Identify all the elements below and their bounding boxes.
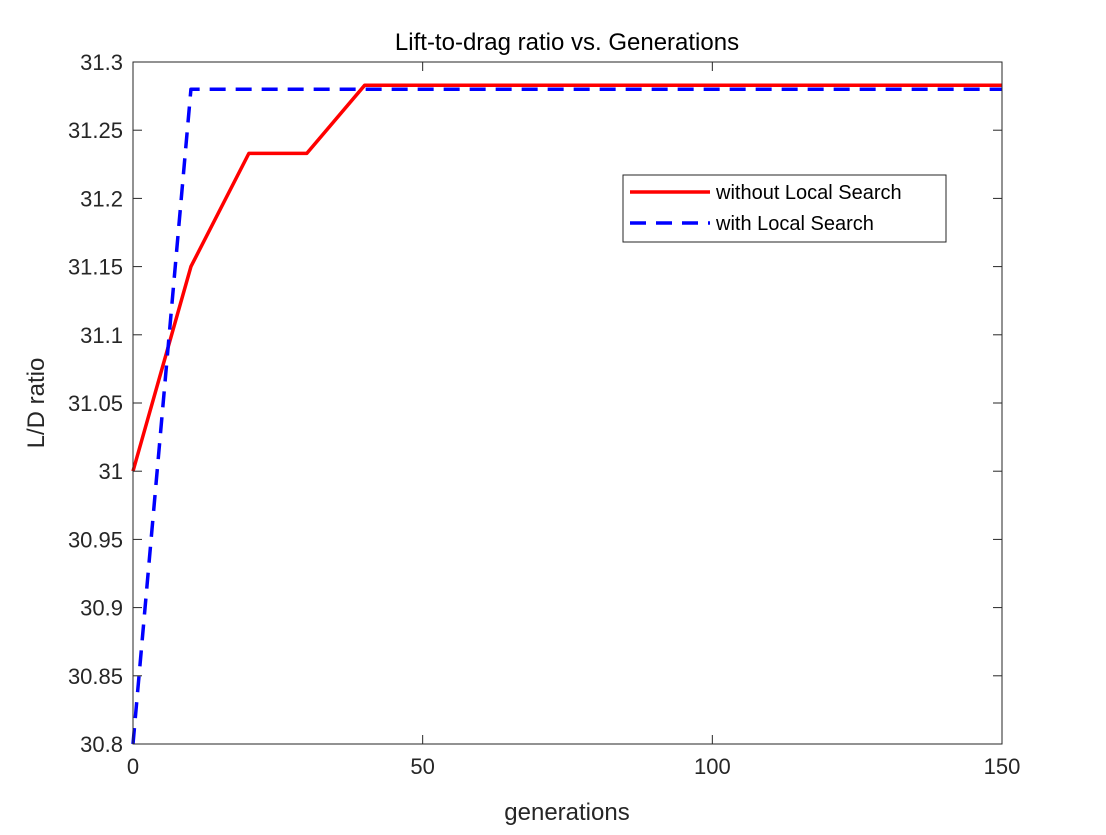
series-layer	[131, 83, 1002, 745]
y-tick-label: 30.85	[68, 664, 123, 689]
plot-area	[133, 62, 1002, 744]
ticks: 0 50 100 150 30.8 30.85 30.9 30.95 31 31.05 31.1 31…	[68, 50, 1020, 779]
legend-label-without-local-search: without Local Search	[715, 182, 902, 204]
y-tick-label: 31.05	[68, 391, 123, 416]
y-tick-label: 30.9	[80, 596, 123, 621]
series-line-1	[131, 87, 1002, 745]
y-tick-label: 31.1	[80, 323, 123, 348]
legend: without Local Search with Local Search	[622, 174, 947, 243]
y-tick-label: 30.8	[80, 732, 123, 757]
y-tick-label: 31.3	[80, 50, 123, 75]
y-tick-label: 31	[99, 459, 123, 484]
y-tick-label: 30.95	[68, 527, 123, 552]
x-tick-label: 100	[694, 754, 731, 779]
y-tick-label: 31.2	[80, 186, 123, 211]
chart-title: Lift-to-drag ratio vs. Generations	[395, 29, 739, 56]
x-tick-label: 50	[410, 754, 434, 779]
legend-box	[622, 174, 947, 243]
y-axis-label: L/D ratio	[23, 358, 50, 449]
x-axis-label: generations	[504, 799, 629, 826]
y-tick-label: 31.15	[68, 255, 123, 280]
legend-label-with-local-search: with Local Search	[715, 213, 874, 235]
x-tick-label: 150	[984, 754, 1021, 779]
x-tick-label: 0	[127, 754, 139, 779]
series-line-0	[131, 83, 1002, 472]
y-tick-label: 31.25	[68, 118, 123, 143]
